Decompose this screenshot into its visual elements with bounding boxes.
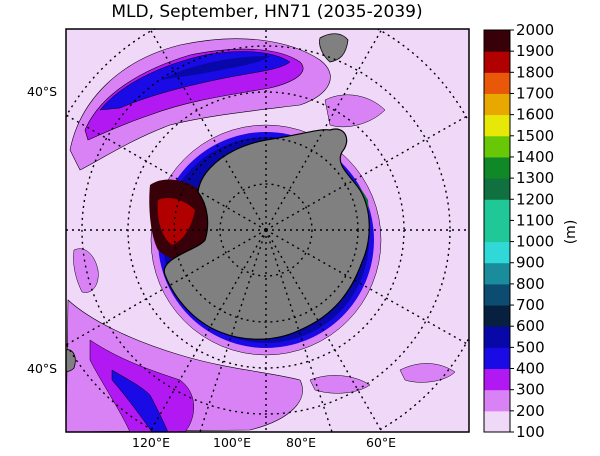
colorbar-band [484,30,510,52]
mld-east2-300 [399,363,456,383]
colorbar-tick-label: 100 [516,423,545,441]
map-title: MLD, September, HN71 (2035-2039) [111,2,423,22]
colorbar-band [484,199,510,221]
colorbar-band [484,93,510,116]
colorbar-tick-label: 1200 [516,190,554,208]
colorbar-band [484,283,510,306]
mld-belt-500 [99,51,291,111]
mld-south-500 [111,369,169,432]
map-panel [66,29,469,432]
lon-label-60: 60°E [366,435,396,450]
meridian-lines [66,29,469,432]
colorbar-tick-label: 500 [516,338,545,356]
colorbar-band [484,389,510,412]
mld-east-300 [309,375,371,394]
colorbar-tick-label: 600 [516,317,545,335]
colorbar-band [484,347,510,370]
colorbar-band [484,305,510,327]
lon-label-80: 80°E [286,435,316,450]
colorbar-band [484,326,510,348]
colorbar-tick-label: 300 [516,381,545,399]
colorbar-band [484,368,510,391]
lat-label-top: 40°S [27,84,57,99]
lat-label-bottom: 40°S [27,361,57,376]
mld-belt-600 [160,56,270,80]
colorbar-tick-label: 900 [516,254,545,272]
colorbar-tick-label: 400 [516,360,545,378]
mld-belt-300b [324,94,386,128]
colorbar-band [484,220,510,243]
colorbar-frame [483,29,511,433]
colorbar-tick-label: 1300 [516,169,554,187]
map-frame [65,28,470,433]
south-america-land [319,33,349,63]
colorbar-band [484,241,510,264]
colorbar-band [484,51,510,73]
colorbar-band [484,72,510,94]
colorbar-band [484,410,510,433]
colorbar-band [484,114,510,137]
colorbar-band [484,135,510,158]
colorbar-unit-label: (m) [563,220,579,245]
colorbar-tick-label: 700 [516,296,545,314]
colorbar-tick-label: 1900 [516,42,554,60]
colorbar-band [484,262,510,285]
colorbar-tick-label: 1700 [516,84,554,102]
colorbar-tick-label: 1500 [516,127,554,145]
antarctica-land [163,128,370,340]
mld-south-400 [89,339,194,432]
colorbar-tick-label: 800 [516,275,545,293]
colorbar-tick-label: 200 [516,402,545,420]
colorbar: 100 200 300 400 500 600 700 800 900 1000 1100 1200 1… [483,21,554,441]
lon-label-120: 120°E [132,435,170,450]
colorbar-tick-label: 1100 [516,211,554,229]
colorbar-tick-label: 1400 [516,148,554,166]
mld-left-300 [73,248,99,293]
colorbar-tick-label: 1600 [516,106,554,124]
colorbar-tick-label: 2000 [516,21,554,39]
colorbar-tick-label: 1000 [516,233,554,251]
colorbar-band [484,156,510,179]
lon-label-100: 100°E [213,435,251,450]
colorbar-band [484,178,510,200]
colorbar-tick-label: 1800 [516,63,554,81]
deep-mld-west-edge [157,198,195,245]
